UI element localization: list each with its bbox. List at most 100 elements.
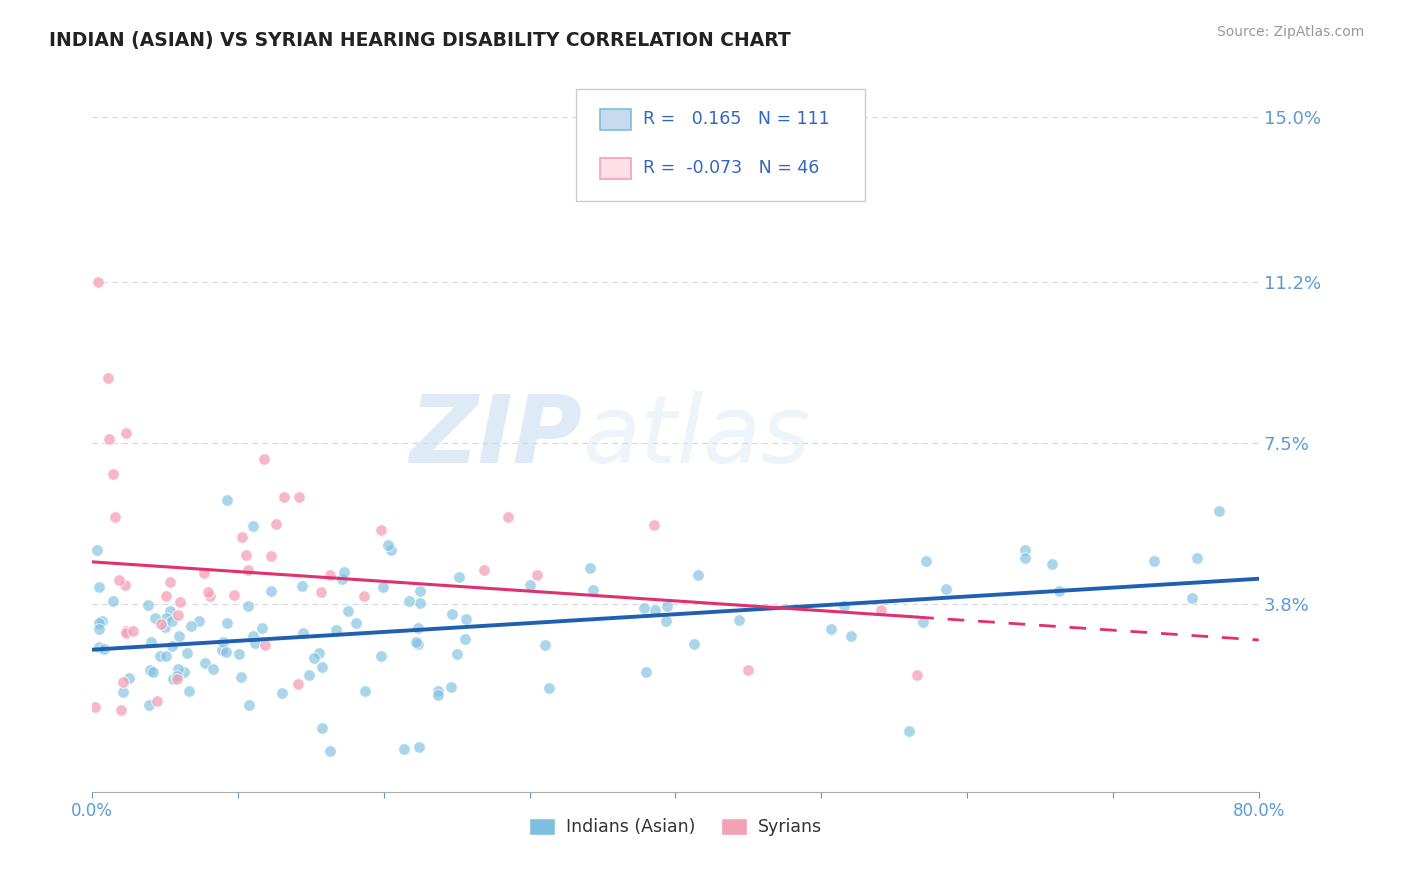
Point — [309, 585, 332, 599]
Point — [159, 575, 181, 590]
Point — [229, 670, 252, 684]
Point — [173, 665, 195, 679]
Point — [121, 624, 143, 638]
Point — [409, 584, 432, 599]
Point — [291, 579, 314, 593]
Point — [456, 612, 478, 626]
Point — [169, 595, 191, 609]
Point — [167, 663, 190, 677]
Point — [325, 624, 347, 638]
Point — [636, 665, 658, 680]
Point — [114, 578, 136, 592]
Point — [737, 663, 759, 677]
Point — [215, 616, 238, 631]
Point — [166, 673, 188, 687]
Point — [114, 425, 136, 440]
Point — [254, 638, 277, 652]
Point — [155, 589, 177, 603]
Point — [728, 613, 751, 627]
Point — [353, 589, 375, 603]
Point — [238, 698, 260, 712]
Point — [1143, 554, 1166, 568]
Point — [231, 530, 253, 544]
Point — [235, 548, 257, 562]
Point — [160, 614, 183, 628]
Point — [222, 589, 245, 603]
Point — [179, 684, 201, 698]
Point — [215, 645, 238, 659]
Point — [115, 625, 138, 640]
Point — [537, 681, 560, 695]
Point — [180, 619, 202, 633]
Point — [308, 646, 330, 660]
Point — [111, 675, 134, 690]
Point — [115, 624, 138, 638]
Point — [260, 549, 283, 563]
Point — [688, 567, 710, 582]
Point — [89, 580, 111, 594]
Point — [155, 620, 177, 634]
Legend: Indians (Asian), Syrians: Indians (Asian), Syrians — [522, 811, 828, 843]
Point — [447, 570, 470, 584]
Point — [107, 573, 129, 587]
Point — [832, 599, 855, 613]
Point — [446, 647, 468, 661]
Point — [354, 684, 377, 698]
Point — [398, 594, 420, 608]
Point — [142, 665, 165, 680]
Point — [1208, 504, 1230, 518]
Point — [97, 371, 120, 385]
Point — [188, 614, 211, 628]
Point — [242, 629, 264, 643]
Point — [89, 616, 111, 631]
Point — [319, 744, 342, 758]
Point — [472, 563, 495, 577]
Point — [1040, 558, 1063, 572]
Point — [643, 518, 665, 533]
Point — [217, 492, 239, 507]
Point — [260, 584, 283, 599]
Point — [870, 603, 893, 617]
Point — [311, 721, 333, 735]
Point — [405, 635, 427, 649]
Point — [86, 275, 108, 289]
Point — [579, 561, 602, 575]
Point — [657, 599, 679, 613]
Point — [311, 660, 333, 674]
Point — [304, 651, 326, 665]
Point — [167, 629, 190, 643]
Point — [409, 596, 432, 610]
Point — [193, 566, 215, 580]
Point — [333, 565, 356, 579]
Point — [935, 582, 957, 596]
Point — [394, 742, 416, 756]
Point — [112, 684, 135, 698]
Point — [370, 523, 392, 537]
Point — [440, 607, 463, 621]
Point — [87, 622, 110, 636]
Point — [498, 510, 520, 524]
Point — [253, 452, 276, 467]
Point — [406, 637, 429, 651]
Point — [264, 516, 287, 531]
Point — [292, 626, 315, 640]
Point — [84, 700, 107, 714]
Point — [160, 639, 183, 653]
Point — [149, 649, 172, 664]
Point — [1049, 583, 1071, 598]
Point — [101, 467, 124, 481]
Point — [839, 629, 862, 643]
Point — [319, 567, 342, 582]
Point — [426, 683, 449, 698]
Point — [138, 698, 160, 713]
Point — [212, 635, 235, 649]
Point — [912, 615, 935, 629]
Point — [236, 599, 259, 613]
Point — [1014, 543, 1036, 558]
Point — [145, 694, 167, 708]
Point — [820, 622, 842, 636]
Point — [370, 649, 392, 664]
Point — [243, 636, 266, 650]
Point — [298, 668, 321, 682]
Point — [97, 432, 120, 446]
